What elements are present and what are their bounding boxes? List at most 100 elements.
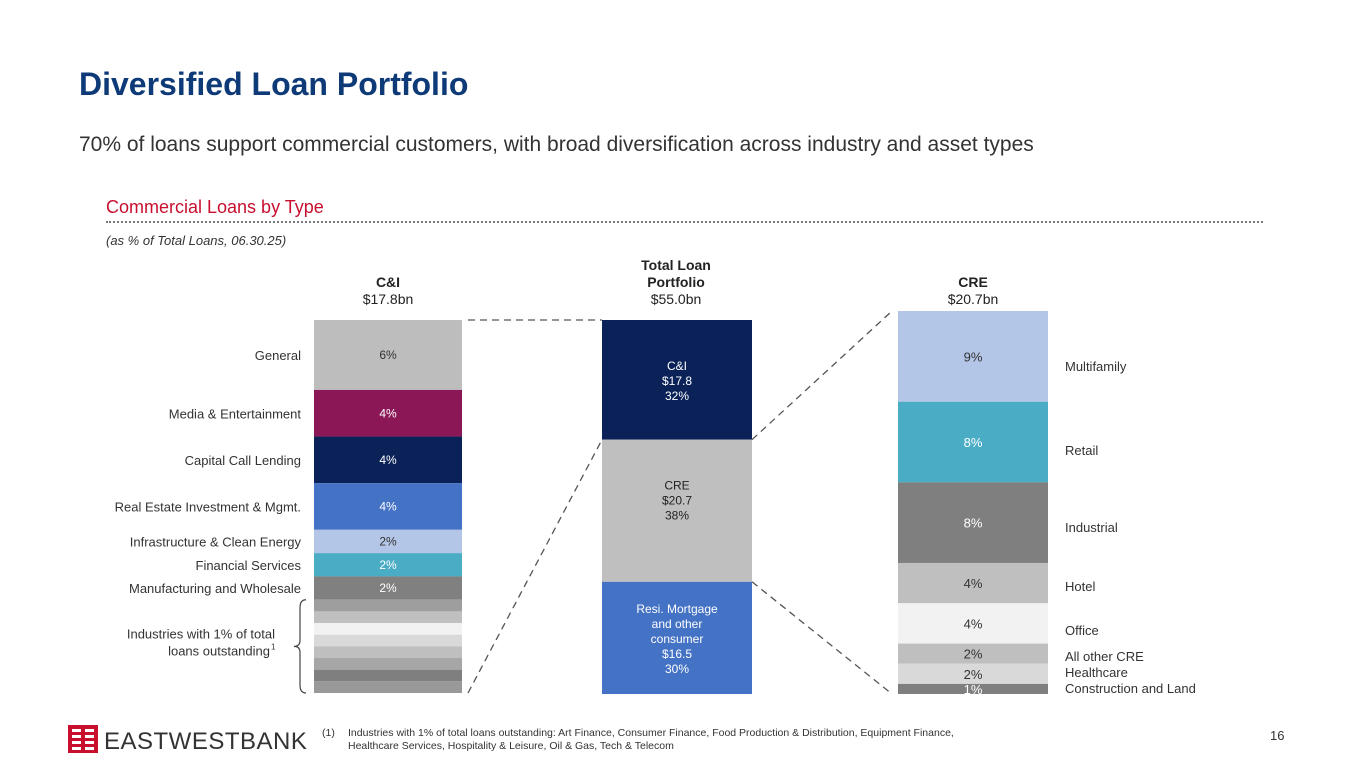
- cni-segment-value: 4%: [379, 500, 397, 514]
- cre-total: $20.7bn: [947, 291, 999, 307]
- total-title-line2: Portfolio: [647, 274, 705, 290]
- cni-small-industry-segment: [314, 681, 462, 693]
- cni-small-industry-segment: [314, 634, 462, 647]
- cre-segment-5: [898, 643, 1048, 664]
- cre-category-label: Multifamily: [1065, 359, 1127, 374]
- page-subtitle: 70% of loans support commercial customer…: [79, 133, 1034, 156]
- cre-segment-3: [898, 562, 1048, 604]
- cni-segment-4: [314, 529, 462, 554]
- cni-small-industry-segment: [314, 599, 462, 612]
- total-title-line1: Total Loan: [641, 257, 711, 273]
- total-segment-label: CRE: [664, 479, 689, 493]
- cni-category-labels: General Media & Entertainment Capital Call…: [115, 348, 302, 596]
- total-segment-label: $20.7: [662, 494, 692, 508]
- cre-segment-2: [898, 482, 1048, 563]
- footnote-text: Industries with 1% of total loans outsta…: [348, 727, 954, 752]
- cni-category-label: Infrastructure & Clean Energy: [130, 534, 302, 549]
- cni-title: C&I: [375, 274, 401, 290]
- cre-segment-value: 4%: [964, 616, 983, 631]
- chart-note: (as % of Total Loans, 06.30.25): [106, 233, 287, 248]
- connector-lines: [467, 310, 893, 695]
- cni-small-industry-segment: [314, 658, 462, 670]
- cre-category-labels: Multifamily Retail Industrial Hotel Office Al…: [1065, 359, 1196, 696]
- total-segment-label: and other: [652, 617, 703, 631]
- cni-segment-2: [314, 436, 462, 484]
- dotted-divider: [106, 221, 1263, 223]
- cni-segment-value: 2%: [379, 534, 397, 548]
- cni-segment-6: [314, 576, 462, 600]
- cni-category-label: Financial Services: [196, 558, 302, 573]
- cre-title: CRE: [958, 274, 988, 290]
- cni-small-industry-segment: [314, 623, 462, 635]
- cre-category-label: Retail: [1065, 443, 1098, 458]
- cni-segment-value: 4%: [379, 406, 397, 420]
- cre-segment-6: [898, 663, 1048, 684]
- total-total: $55.0bn: [650, 291, 702, 307]
- page-title: Diversified Loan Portfolio: [79, 66, 469, 102]
- page-number: 16: [1270, 728, 1285, 743]
- total-segment-label: C&I: [667, 359, 687, 373]
- cni-small-industry-segment: [314, 669, 462, 682]
- cni-header: C&I $17.8bn: [328, 274, 448, 308]
- bank-logo-mark: EASTWESTBANK: [68, 725, 307, 755]
- logo-text: EASTWESTBANK: [104, 728, 307, 755]
- brace-shape: [293, 599, 307, 694]
- cre-segment-value: 2%: [964, 667, 983, 682]
- cni-segment-5: [314, 553, 462, 577]
- cre-category-label: Industrial: [1065, 520, 1118, 535]
- small-industries-brace: Industries with 1% of total loans outstan…: [127, 599, 307, 694]
- cre-category-label: Construction and Land: [1065, 681, 1196, 696]
- cni-total: $17.8bn: [362, 291, 414, 307]
- cni-segment-0: [314, 320, 462, 390]
- cre-segment-value: 9%: [964, 349, 983, 364]
- total-segment-0: [602, 320, 752, 440]
- cre-segment-value: 8%: [964, 516, 983, 531]
- cni-small-industry-segment: [314, 611, 462, 624]
- cni-bar: 6% 4% 4% 4% 2% 2% 2%: [314, 320, 462, 693]
- total-segment-label: 38%: [665, 509, 689, 523]
- cni-segment-value: 2%: [379, 558, 397, 572]
- cre-header: CRE $20.7bn: [913, 274, 1033, 308]
- cre-segment-0: [898, 311, 1048, 402]
- small-industries-label-2: loans outstanding: [168, 643, 270, 658]
- total-segment-label: 32%: [665, 389, 689, 403]
- cni-segment-value: 2%: [379, 581, 397, 595]
- cni-segment-value: 4%: [379, 453, 397, 467]
- cre-segment-7: [898, 683, 1048, 694]
- cre-segment-1: [898, 401, 1048, 483]
- connector-cni-bottom: [467, 439, 603, 694]
- cre-bar: 9%8%8%4%4%2%2%1%: [898, 311, 1048, 697]
- cni-small-industry-segment: [314, 646, 462, 659]
- cre-segment-value: 2%: [964, 647, 983, 662]
- cni-category-label: Media & Entertainment: [169, 406, 302, 421]
- connector-cre-bottom: [751, 581, 893, 695]
- connector-cre-top: [751, 310, 893, 441]
- cre-category-label: Hotel: [1065, 579, 1095, 594]
- total-segment-label: Resi. Mortgage: [636, 602, 718, 616]
- cre-category-label: All other CRE: [1065, 649, 1144, 664]
- cni-segment-3: [314, 483, 462, 530]
- total-header: Total Loan Portfolio $55.0bn: [616, 257, 736, 308]
- total-segment-label: 30%: [665, 662, 689, 676]
- cni-segment-value: 6%: [379, 348, 397, 362]
- total-segment-label: $17.8: [662, 374, 692, 388]
- cre-category-label: Office: [1065, 623, 1099, 638]
- cni-category-label: Real Estate Investment & Mgmt.: [115, 500, 301, 515]
- section-title: Commercial Loans by Type: [106, 197, 324, 217]
- cre-segment-value: 4%: [964, 576, 983, 591]
- cni-category-label: Manufacturing and Wholesale: [129, 581, 301, 596]
- footnote-marker: (1): [322, 727, 335, 739]
- cni-category-label: General: [255, 348, 301, 363]
- cre-segment-value: 1%: [964, 682, 983, 697]
- cni-category-label: Capital Call Lending: [185, 453, 301, 468]
- total-segment-1: [602, 439, 752, 582]
- cni-segment-1: [314, 389, 462, 437]
- small-industries-superscript: 1: [271, 642, 276, 651]
- total-segment-label: $16.5: [662, 647, 692, 661]
- total-segment-label: consumer: [651, 632, 704, 646]
- cre-segment-value: 8%: [964, 435, 983, 450]
- cre-category-label: Healthcare: [1065, 665, 1128, 680]
- total-bar: C&I$17.832% CRE$20.738% Resi. Mortgageand …: [602, 320, 752, 694]
- east-west-bank-logo: EASTWESTBANK: [68, 724, 308, 761]
